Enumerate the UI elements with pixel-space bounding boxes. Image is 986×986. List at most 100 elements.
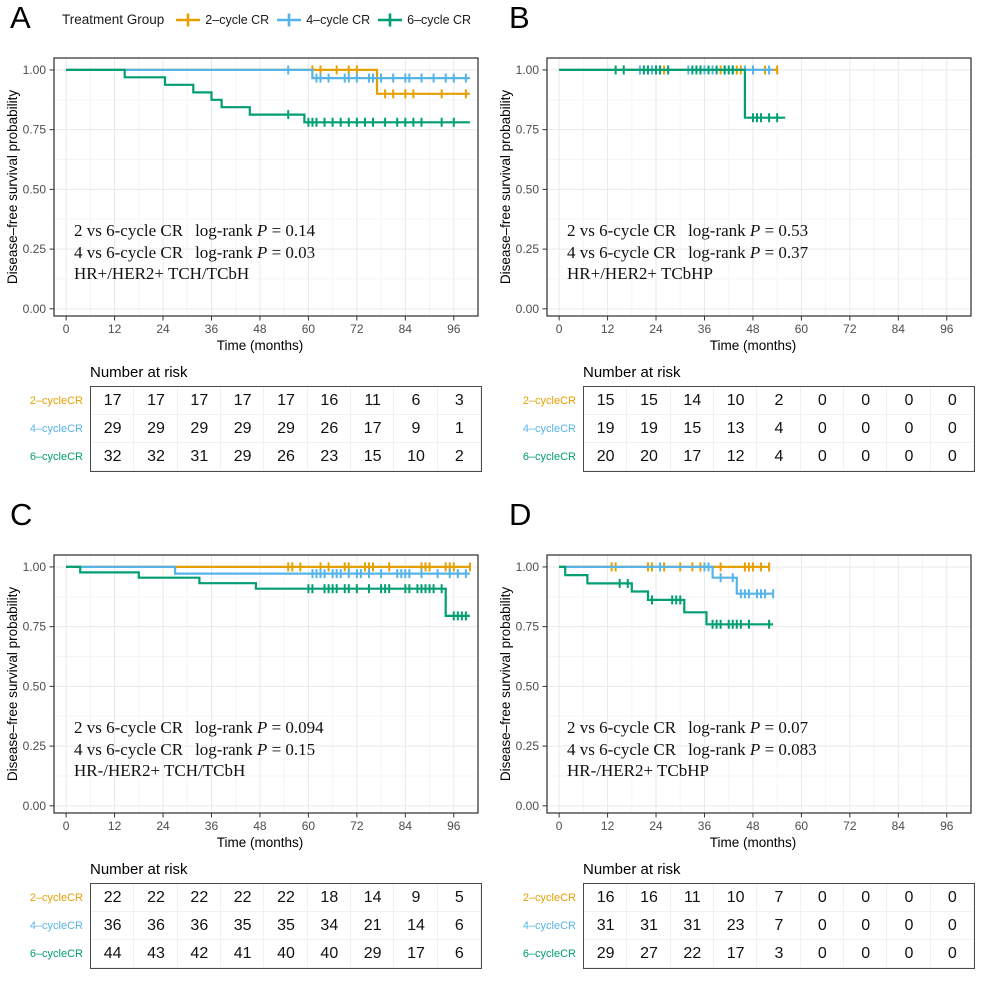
y-tick-label: 0.00 [516,302,540,316]
y-axis-title: Disease–free survival probability [5,90,20,285]
risk-row-label: 2–cycleCR [29,892,83,904]
risk-count: 16 [627,884,670,912]
risk-table-title: Number at risk [90,364,188,381]
risk-count: 36 [134,912,177,940]
risk-count: 0 [931,387,974,415]
risk-count: 23 [714,912,757,940]
legend-item-4cycle: 4–cycle CR [277,13,370,27]
risk-count: 43 [134,940,177,968]
panel-letter-d: D [509,497,532,532]
plot-border [53,554,479,814]
risk-count: 16 [584,884,627,912]
logrank-annotation: 2 vs 6-cycle CR log-rank P = 0.14 [74,221,316,240]
risk-count: 0 [887,884,930,912]
risk-count: 18 [308,884,351,912]
risk-count: 22 [264,884,307,912]
risk-count: 15 [584,387,627,415]
risk-count: 44 [91,940,134,968]
x-tick-label: 84 [892,819,906,833]
x-tick-label: 48 [746,819,760,833]
risk-count: 17 [178,387,221,415]
risk-count: 17 [714,940,757,968]
risk-count: 13 [714,415,757,443]
risk-count: 0 [844,912,887,940]
x-tick-label: 0 [556,819,563,833]
risk-count: 29 [351,940,394,968]
censor-cross-icon [176,13,201,27]
y-tick-label: 0.00 [23,799,47,813]
risk-row-label: 2–cycleCR [522,892,576,904]
risk-count: 26 [264,443,307,471]
risk-count: 11 [671,884,714,912]
risk-count: 14 [394,912,437,940]
y-tick-label: 0.25 [23,242,47,256]
y-tick-label: 0.50 [23,182,47,196]
x-tick-label: 36 [205,322,219,336]
risk-count: 9 [394,415,437,443]
risk-table-title: Number at risk [583,364,681,381]
risk-count: 17 [671,443,714,471]
x-tick-label: 48 [253,819,267,833]
risk-row-label: 2–cycleCR [522,395,576,407]
x-tick-label: 96 [447,819,461,833]
risk-count: 11 [351,387,394,415]
legend-label: 4–cycle CR [306,12,371,27]
risk-count: 19 [584,415,627,443]
km-curve-6-cycle-cr [66,565,470,617]
risk-count: 31 [627,912,670,940]
x-tick-label: 84 [892,322,906,336]
x-tick-label: 36 [698,322,712,336]
risk-count: 36 [91,912,134,940]
risk-row-label: 4–cycleCR [522,920,576,932]
risk-count: 35 [221,912,264,940]
risk-count: 29 [584,940,627,968]
legend-item-2cycle: 2–cycle CR [176,13,269,27]
risk-count: 22 [91,884,134,912]
y-tick-label: 0.00 [23,302,47,316]
km-plot-c: 0 12 24 36 48 60 72 84 96 0.00 0.25 0.50 0.75 1.00 Tim… [4,545,488,858]
logrank-annotation: 2 vs 6-cycle CR log-rank P = 0.53 [567,221,808,240]
x-tick-label: 60 [795,819,809,833]
risk-count: 3 [757,940,800,968]
treatment-group-legend: Treatment Group 2–cycle CR 4–cycle CR 6–… [62,12,471,27]
x-axis-title: Time (months) [217,835,304,850]
censor-cross-icon [277,13,302,27]
y-axis-title: Disease–free survival probability [5,587,20,782]
risk-count: 0 [801,884,844,912]
panel-letter-b: B [509,0,530,35]
x-tick-label: 48 [253,322,267,336]
plot-border [546,57,972,317]
risk-count: 16 [308,387,351,415]
risk-count: 41 [221,940,264,968]
risk-count: 40 [308,940,351,968]
risk-count: 31 [671,912,714,940]
risk-count: 6 [438,940,481,968]
x-tick-label: 84 [399,322,413,336]
risk-count: 20 [584,443,627,471]
km-plot-a: 0 12 24 36 48 60 72 84 96 0.00 0.25 0.50 0.75 1.00 Tim… [4,48,488,361]
risk-count: 17 [394,940,437,968]
risk-count: 0 [844,415,887,443]
risk-count: 4 [757,415,800,443]
km-plot-b: 0 12 24 36 48 60 72 84 96 0.00 0.25 0.50 0.75 1.00 Tim… [497,48,981,361]
risk-count: 12 [714,443,757,471]
y-tick-label: 0.75 [516,123,540,137]
logrank-annotation: 4 vs 6-cycle CR log-rank P = 0.083 [567,740,817,759]
km-plot-d: 0 12 24 36 48 60 72 84 96 0.00 0.25 0.50 0.75 1.00 Tim… [497,545,981,858]
risk-count: 0 [887,387,930,415]
risk-count: 14 [351,884,394,912]
km-curve-4-cycle-cr [66,68,470,80]
x-tick-label: 12 [601,819,615,833]
x-tick-label: 96 [447,322,461,336]
risk-count: 0 [801,443,844,471]
risk-grid: 16 16 11 10 7 0 0 0 0 31 31 31 23 7 0 0 0 0 29 27 22 17 3 0 0 0 0 [583,883,975,969]
risk-grid: 15 15 14 10 2 0 0 0 0 19 19 15 13 4 0 0 0 0 20 20 17 12 4 0 0 0 0 [583,386,975,472]
risk-count: 34 [308,912,351,940]
risk-table-b: Number at risk 2–cycleCR 4–cycleCR 6–cycle… [497,364,975,472]
legend-label: 6–cycle CR [407,12,472,27]
logrank-annotation: 2 vs 6-cycle CR log-rank P = 0.094 [74,718,324,737]
risk-count: 0 [844,387,887,415]
risk-count: 0 [887,443,930,471]
risk-row-label: 4–cycleCR [29,920,83,932]
y-tick-label: 1.00 [516,560,540,574]
